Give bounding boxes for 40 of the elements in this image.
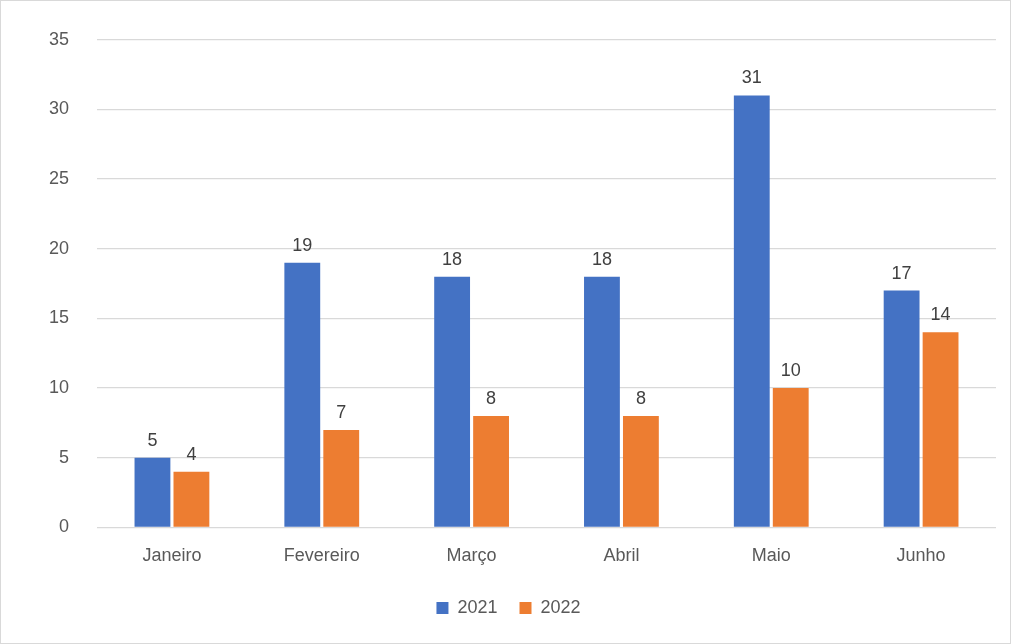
x-tick-label: Março (446, 545, 497, 566)
bar (622, 415, 659, 527)
data-label: 19 (292, 234, 313, 255)
data-label: 18 (442, 248, 463, 269)
bar (323, 429, 360, 527)
x-tick-label: Janeiro (142, 545, 202, 566)
x-tick-label: Junho (896, 545, 946, 566)
legend-label: 2022 (540, 596, 581, 617)
bar (733, 95, 770, 527)
y-tick-label: 10 (48, 377, 70, 398)
data-label: 8 (486, 387, 497, 408)
bar (584, 276, 620, 527)
data-label: 18 (591, 248, 612, 269)
data-label: 10 (780, 360, 801, 381)
y-tick-label: 35 (48, 28, 70, 49)
y-tick-label: 25 (48, 168, 70, 189)
data-label: 14 (930, 304, 951, 325)
y-tick-label: 15 (48, 307, 70, 328)
data-label: 17 (891, 262, 912, 283)
bar (473, 415, 509, 527)
bar (772, 388, 809, 527)
data-label: 5 (147, 429, 158, 450)
legend-label: 2021 (457, 596, 498, 617)
bar (922, 332, 959, 527)
x-tick-label: Fevereiro (283, 545, 360, 566)
y-tick-label: 0 (59, 516, 70, 537)
y-tick-label: 20 (48, 237, 70, 258)
bar (434, 276, 471, 527)
y-tick-label: 5 (59, 446, 70, 467)
data-label: 8 (635, 387, 646, 408)
data-label: 4 (186, 443, 197, 464)
bar (284, 262, 321, 527)
x-tick-label: Maio (751, 545, 791, 566)
x-tick-label: Abril (603, 545, 640, 566)
y-tick-label: 30 (48, 98, 70, 119)
bar (173, 471, 210, 527)
bar (134, 457, 171, 527)
bar (883, 290, 920, 527)
data-label: 31 (741, 67, 762, 88)
data-label: 7 (336, 401, 347, 422)
